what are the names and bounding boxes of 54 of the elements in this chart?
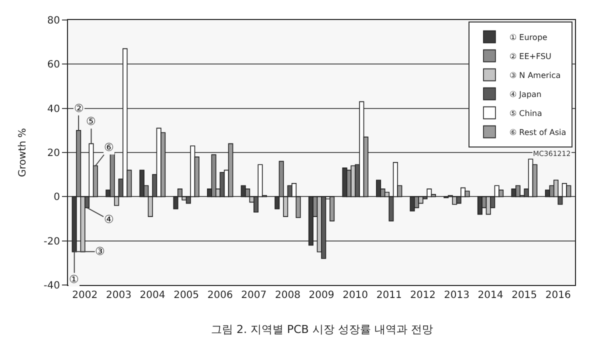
- x-tick-label: 2009: [308, 290, 334, 301]
- bar: [452, 196, 458, 205]
- legend-label: ④ Japan: [509, 90, 542, 99]
- x-tick-label: 2016: [545, 290, 571, 301]
- bar: [515, 185, 520, 198]
- bar: [464, 190, 470, 198]
- bar: [220, 172, 225, 198]
- y-tick-label: 20: [47, 148, 60, 159]
- bar: [359, 101, 364, 198]
- annotation: ③: [95, 245, 105, 258]
- y-tick-label: 40: [47, 104, 60, 115]
- x-tick-label: 2007: [241, 290, 267, 301]
- legend-label: ① Europe: [509, 32, 548, 42]
- x-tick-label: 2002: [72, 290, 98, 301]
- bar: [511, 188, 516, 198]
- legend-label: ⑥ Rest of Asia: [509, 128, 566, 137]
- y-tick-label: 80: [47, 16, 60, 26]
- x-tick-label: 2012: [410, 290, 436, 301]
- bar: [211, 154, 216, 198]
- y-tick-label: -20: [44, 236, 60, 248]
- bar: [139, 170, 144, 198]
- bar: [566, 185, 572, 198]
- y-tick-label: -40: [44, 280, 60, 292]
- bar: [308, 196, 314, 246]
- bar: [376, 180, 382, 198]
- bar: [228, 143, 234, 198]
- legend-label: ② EE+FSU: [509, 52, 552, 61]
- annotation: ②: [74, 102, 84, 115]
- x-tick-label: 2011: [376, 290, 402, 301]
- annotation: ⑤: [86, 115, 96, 128]
- legend-label: ③ N America: [509, 70, 561, 80]
- text: 그림 2. 지역별 PCB 시장 성장률 내역과 전망: [211, 323, 433, 336]
- bar: [414, 196, 420, 208]
- bar: [160, 132, 166, 198]
- bar: [342, 168, 348, 198]
- x-tick-label: 2010: [342, 290, 368, 301]
- x-tick-label: 2005: [174, 290, 200, 301]
- x-tick-label: 2015: [512, 290, 538, 301]
- y-tick-label: 0: [54, 192, 60, 204]
- x-tick-label: 2004: [140, 290, 166, 301]
- x-tick-label: 2014: [478, 290, 504, 301]
- x-tick-label: 2003: [106, 290, 132, 301]
- bar: [330, 196, 335, 222]
- annotation: ⑥: [104, 141, 114, 154]
- annotation: ①: [69, 273, 79, 286]
- x-tick-label: 2006: [207, 290, 233, 301]
- bar: [122, 48, 128, 198]
- y-tick-label: 60: [47, 60, 60, 71]
- x-tick-label: 2013: [444, 290, 470, 301]
- y-axis-title: Growth %: [18, 128, 29, 177]
- annotation: ④: [104, 213, 114, 226]
- legend-label: ⑤ China: [509, 108, 542, 118]
- bar: [426, 188, 432, 198]
- x-tick-label: 2008: [274, 290, 300, 301]
